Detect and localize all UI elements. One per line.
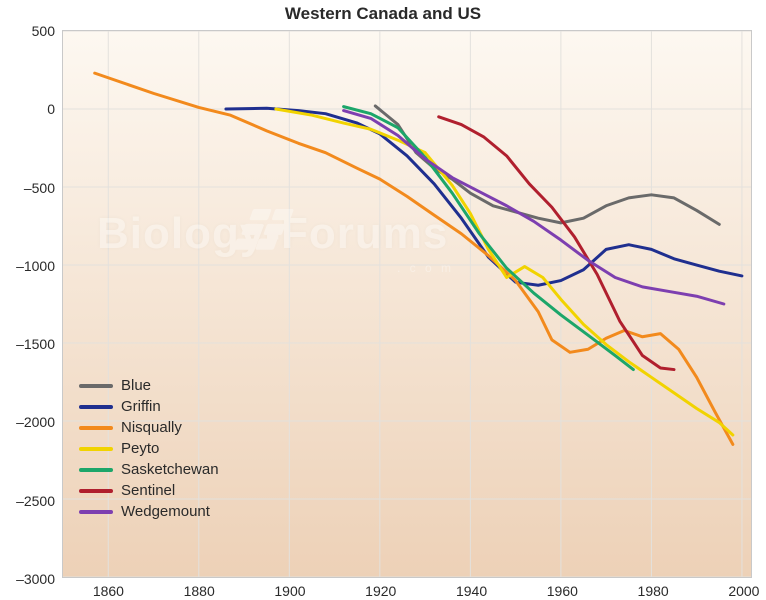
series-line-wedgemount <box>344 111 724 304</box>
series-line-peyto <box>276 109 733 435</box>
legend-swatch <box>79 384 113 388</box>
legend-item: Sasketchewan <box>79 461 219 478</box>
y-tick-label: –500 <box>24 180 55 196</box>
y-tick-label: –1500 <box>16 336 55 352</box>
x-tick-label: 1960 <box>547 583 578 599</box>
legend-swatch <box>79 510 113 514</box>
legend-label: Blue <box>121 377 151 394</box>
legend-label: Griffin <box>121 398 161 415</box>
legend-item: Griffin <box>79 398 219 415</box>
y-tick-label: –1000 <box>16 258 55 274</box>
plot-area: Biology-Forums . c o m BlueGriffinNisqua… <box>62 30 752 578</box>
x-tick-label: 1880 <box>184 583 215 599</box>
x-tick-label: 1980 <box>638 583 669 599</box>
x-tick-label: 1860 <box>93 583 124 599</box>
legend: Blue Griffin Nisqually Peyto Sasketchewan Sen… <box>79 377 219 520</box>
x-tick-label: 1920 <box>365 583 396 599</box>
legend-label: Nisqually <box>121 419 182 436</box>
legend-swatch <box>79 489 113 493</box>
legend-item: Blue <box>79 377 219 394</box>
x-tick-label: 1940 <box>456 583 487 599</box>
legend-label: Peyto <box>121 440 159 457</box>
y-tick-label: –3000 <box>16 571 55 587</box>
legend-item: Wedgemount <box>79 503 219 520</box>
y-tick-label: 0 <box>47 101 55 117</box>
y-tick-label: –2000 <box>16 414 55 430</box>
legend-item: Sentinel <box>79 482 219 499</box>
series-line-blue <box>375 106 719 224</box>
y-tick-label: 500 <box>32 23 55 39</box>
legend-label: Sentinel <box>121 482 175 499</box>
x-tick-label: 1900 <box>274 583 305 599</box>
legend-swatch <box>79 426 113 430</box>
legend-item: Peyto <box>79 440 219 457</box>
chart-container: Western Canada and US Biology-Forums . c… <box>0 0 766 600</box>
legend-item: Nisqually <box>79 419 219 436</box>
legend-swatch <box>79 405 113 409</box>
legend-label: Wedgemount <box>121 503 210 520</box>
x-tick-label: 2000 <box>728 583 759 599</box>
y-tick-label: –2500 <box>16 493 55 509</box>
legend-swatch <box>79 447 113 451</box>
legend-label: Sasketchewan <box>121 461 219 478</box>
legend-swatch <box>79 468 113 472</box>
chart-title: Western Canada and US <box>0 4 766 24</box>
